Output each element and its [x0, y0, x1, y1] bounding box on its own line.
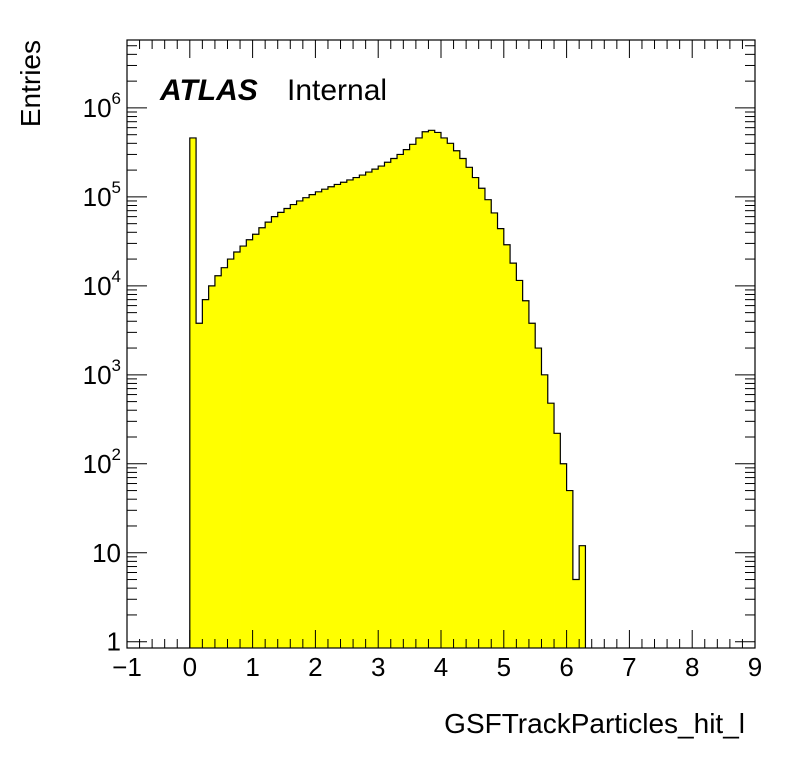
x-tick-label: 2 [308, 652, 322, 682]
histogram-bar [246, 239, 253, 648]
histogram-bar [233, 252, 241, 648]
histogram-bar [397, 154, 404, 649]
histogram-bar [441, 137, 448, 649]
histogram-bar [409, 144, 417, 648]
histogram-bar [265, 222, 272, 649]
histogram-bars [189, 129, 587, 649]
x-tick-label: 0 [183, 652, 197, 682]
histogram-bar [346, 179, 354, 648]
histogram-bar [522, 300, 530, 648]
histogram-bar [365, 172, 373, 649]
histogram-bar [579, 545, 586, 648]
histogram-bar [284, 208, 291, 648]
histogram-bar [566, 490, 574, 648]
x-axis-title: GSFTrackParticles_hit_l [444, 708, 745, 739]
histogram-bar [484, 199, 492, 648]
histogram-bar [497, 228, 505, 648]
histogram-outline [189, 129, 587, 648]
y-tick-labels: 1 10 102 103 104 105 106 [83, 89, 121, 657]
histogram-bar [422, 131, 429, 648]
histogram-bar [434, 132, 442, 648]
histogram-bar [459, 158, 467, 648]
y-axis-title: Entries [15, 40, 46, 127]
histogram-bar [208, 285, 216, 648]
histogram-bar [428, 130, 436, 649]
histogram-bar [572, 579, 580, 648]
histogram-bar [240, 246, 247, 648]
histogram-bar [202, 299, 210, 648]
x-tick-label: 4 [434, 652, 448, 682]
x-tick-label: 9 [748, 652, 762, 682]
histogram-bar [340, 182, 348, 648]
histogram-bar [528, 323, 536, 648]
histogram-bar [277, 212, 285, 648]
histogram-bar [271, 216, 279, 648]
histogram-bar [503, 244, 511, 648]
histogram-bar [371, 169, 379, 648]
histogram-bar [189, 137, 197, 649]
x-tick-labels: −1 0 1 2 3 4 5 6 7 8 9 [112, 652, 762, 682]
x-tick-label: 7 [622, 652, 636, 682]
atlas-label: ATLAS [159, 74, 258, 107]
x-tick-label: 8 [685, 652, 699, 682]
histogram-bar [478, 188, 486, 649]
y-tick-label: 1 [107, 627, 121, 657]
histogram-bar [447, 143, 454, 648]
histogram-bar [541, 374, 549, 648]
axis-ticks [126, 40, 756, 648]
y-tick-label: 102 [83, 445, 121, 479]
histogram-bar [315, 191, 323, 649]
histogram-bar [466, 167, 473, 648]
y-tick-label: 104 [83, 267, 121, 301]
histogram-bar [196, 323, 203, 648]
histogram-bar [415, 137, 423, 649]
histogram-bar [403, 149, 410, 648]
histogram-bar [302, 197, 310, 648]
histogram-bar [560, 463, 567, 648]
histogram-bar [516, 280, 524, 648]
histogram-bar [472, 177, 480, 648]
histogram-bar [510, 263, 517, 648]
atlas-status-label: Internal [287, 74, 387, 107]
y-tick-label: 103 [83, 356, 121, 390]
histogram-bar [384, 162, 392, 648]
histogram-bar [221, 267, 228, 648]
plot-frame [126, 39, 756, 649]
histogram-bar [378, 166, 385, 649]
y-tick-label: 10 [92, 538, 121, 568]
x-tick-label: 3 [371, 652, 385, 682]
histogram-bar [327, 186, 335, 648]
histogram-bar [535, 348, 542, 648]
histogram-bar [359, 175, 367, 649]
histogram-bar [214, 275, 222, 648]
histogram-bar [390, 158, 398, 648]
x-tick-label: 5 [497, 652, 511, 682]
y-tick-label: 105 [83, 178, 121, 212]
histogram-bar [554, 433, 561, 648]
histogram-bar [227, 259, 235, 648]
histogram-bar [296, 200, 304, 648]
histogram-bar [491, 212, 498, 648]
histogram-bar [309, 194, 316, 648]
histogram-bar [334, 184, 341, 649]
x-tick-label: 1 [245, 652, 259, 682]
histogram-bar [453, 150, 461, 648]
x-tick-label: 6 [559, 652, 573, 682]
y-tick-label: 106 [83, 89, 121, 123]
histogram-bar [252, 234, 260, 648]
histogram-bar [258, 227, 266, 649]
x-tick-label: −1 [112, 652, 142, 682]
histogram-bar [353, 177, 360, 648]
histogram-bar [290, 204, 297, 649]
histogram-bar [547, 403, 555, 648]
histogram-bar [321, 189, 329, 648]
